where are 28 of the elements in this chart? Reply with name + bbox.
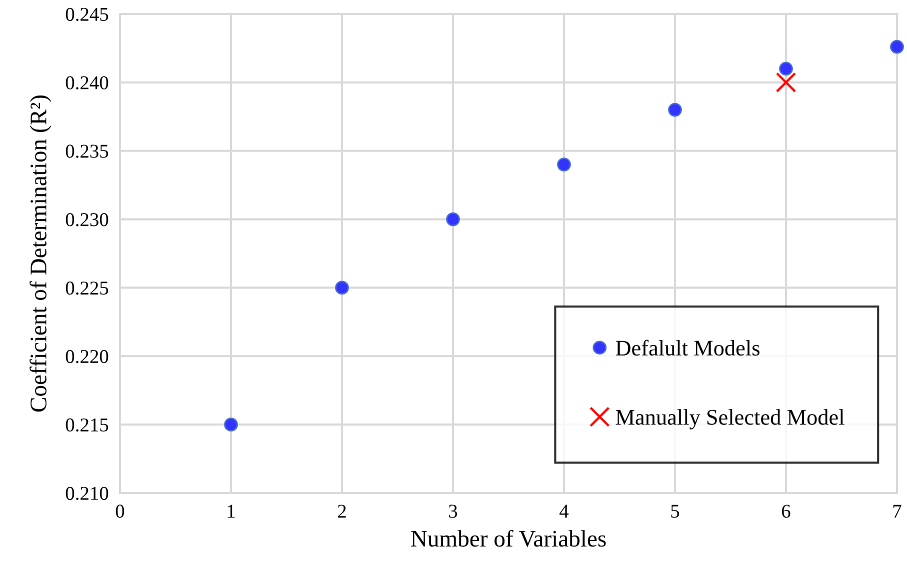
- y-tick-label: 0.235: [66, 144, 108, 158]
- point: [446, 212, 460, 226]
- x-tick-label: 5: [671, 504, 680, 518]
- legend-label: Defalult Models: [616, 340, 760, 356]
- x-tick-label: 4: [560, 504, 569, 518]
- x-axis-title: Number of Variables: [411, 530, 606, 547]
- legend-label: Manually Selected Model: [616, 409, 844, 430]
- y-tick-label: 0.245: [66, 8, 108, 22]
- point: [890, 40, 904, 54]
- y-axis-title: Coefficient of Determination (R²): [30, 95, 52, 412]
- point: [224, 418, 238, 432]
- x-tick-label: 1: [228, 504, 235, 518]
- point: [779, 62, 793, 76]
- point: [557, 158, 571, 172]
- point: [668, 102, 682, 117]
- x-tick-label: 6: [782, 504, 790, 518]
- x-tick-label: 3: [449, 504, 458, 518]
- y-tick-label: 0.210: [66, 486, 108, 500]
- x-tick-label: 0: [116, 504, 124, 518]
- y-tick-label: 0.215: [66, 418, 108, 432]
- y-tick-label: 0.225: [66, 282, 108, 295]
- y-tick-label: 0.240: [66, 76, 108, 90]
- point: [776, 72, 796, 93]
- x-tick-label: 7: [893, 504, 902, 518]
- y-tick-label: 0.230: [66, 213, 108, 226]
- point: [335, 280, 349, 295]
- x-tick-label: 2: [338, 504, 346, 518]
- y-tick-label: 0.220: [66, 350, 108, 364]
